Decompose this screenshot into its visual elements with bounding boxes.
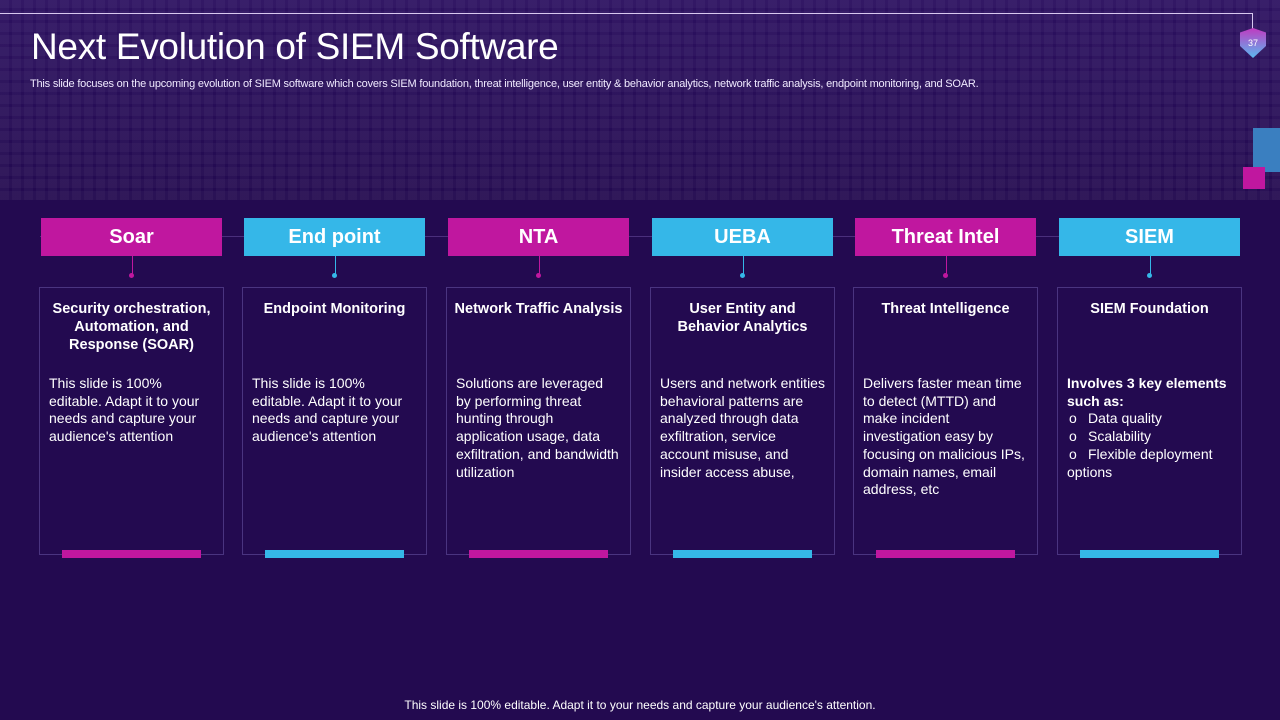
connector-stem (538, 256, 540, 276)
column-ueba: UEBA User Entity and Behavior Analytics U… (650, 218, 835, 558)
decor-square-blue (1253, 128, 1280, 172)
column-threat-intel: Threat Intel Threat Intelligence Delivers… (853, 218, 1038, 558)
column-siem: SIEM SIEM Foundation Involves 3 key eleme… (1057, 218, 1242, 558)
column-header: SIEM (1059, 218, 1240, 278)
description-card: SIEM Foundation Involves 3 key elements s… (1057, 287, 1242, 558)
connector-dot (536, 273, 541, 278)
subtitle: This slide focuses on the upcoming evolu… (30, 78, 979, 90)
card-title: Security orchestration, Automation, and … (52, 301, 211, 353)
card-body: Delivers faster mean time to detect (MTT… (863, 375, 1025, 498)
column-header-label: UEBA (714, 225, 771, 248)
card-title: Threat Intelligence (881, 301, 1010, 317)
column-header-label: NTA (518, 225, 559, 248)
accent-bar (265, 550, 404, 558)
accent-bar (1080, 550, 1219, 558)
column-nta: NTA Network Traffic Analysis Solutions ar… (446, 218, 631, 558)
connector-dot (129, 273, 134, 278)
column-soar: Soar Security orchestration, Automation,… (39, 218, 224, 558)
connector-dot (740, 273, 745, 278)
bullet-list: Data qualityScalabilityFlexible deployme… (1067, 410, 1232, 481)
background-pattern (0, 0, 1280, 200)
bullet-item: Flexible deployment options (1067, 446, 1232, 481)
column-header-label: Threat Intel (891, 225, 1000, 248)
column-header: NTA (448, 218, 629, 278)
accent-bar (469, 550, 608, 558)
card-body: Users and network entities behavioral pa… (660, 375, 825, 480)
page-title: Next Evolution of SIEM Software (31, 26, 559, 67)
column-header: UEBA (652, 218, 833, 278)
connector-stem (1149, 256, 1151, 276)
card-title: Network Traffic Analysis (454, 301, 623, 317)
card-body: This slide is 100% editable. Adapt it to… (252, 375, 403, 445)
page-number: 37 (1247, 38, 1258, 48)
description-card: Endpoint Monitoring This slide is 100% ed… (242, 287, 427, 558)
bullet-item: Data quality (1067, 410, 1232, 428)
accent-bar (673, 550, 812, 558)
card-title: Endpoint Monitoring (263, 301, 406, 317)
header-connector-line (40, 236, 1240, 237)
connector-stem (131, 256, 133, 276)
column-end-point: End point Endpoint Monitoring This slide … (242, 218, 427, 558)
column-header: Soar (41, 218, 222, 278)
column-header: End point (244, 218, 425, 278)
badge-connector (1252, 13, 1253, 29)
card-title: SIEM Foundation (1090, 301, 1209, 317)
accent-bar (876, 550, 1015, 558)
column-header-label: SIEM (1125, 225, 1174, 248)
connector-dot (1147, 273, 1152, 278)
card-body: Solutions are leveraged by performing th… (456, 375, 619, 480)
top-divider (0, 13, 1252, 14)
card-body: This slide is 100% editable. Adapt it to… (49, 375, 200, 445)
footer-note: This slide is 100% editable. Adapt it to… (404, 698, 876, 712)
connector-dot (332, 273, 337, 278)
description-card: Network Traffic Analysis Solutions are le… (446, 287, 631, 558)
column-header-label: Soar (109, 225, 154, 248)
bullet-item: Scalability (1067, 428, 1232, 446)
column-header: Threat Intel (855, 218, 1036, 278)
column-header-label: End point (288, 225, 381, 248)
connector-dot (943, 273, 948, 278)
connector-stem (742, 256, 744, 276)
accent-bar (62, 550, 201, 558)
description-card: Security orchestration, Automation, and … (39, 287, 224, 558)
decor-square-magenta (1243, 167, 1265, 189)
card-body-intro: Involves 3 key elements such as: (1067, 375, 1227, 409)
connector-stem (334, 256, 336, 276)
description-card: Threat Intelligence Delivers faster mean … (853, 287, 1038, 558)
description-card: User Entity and Behavior Analytics Users … (650, 287, 835, 558)
card-title: User Entity and Behavior Analytics (677, 301, 808, 335)
connector-stem (945, 256, 947, 276)
card-body: Involves 3 key elements such as:Data qua… (1058, 375, 1241, 481)
